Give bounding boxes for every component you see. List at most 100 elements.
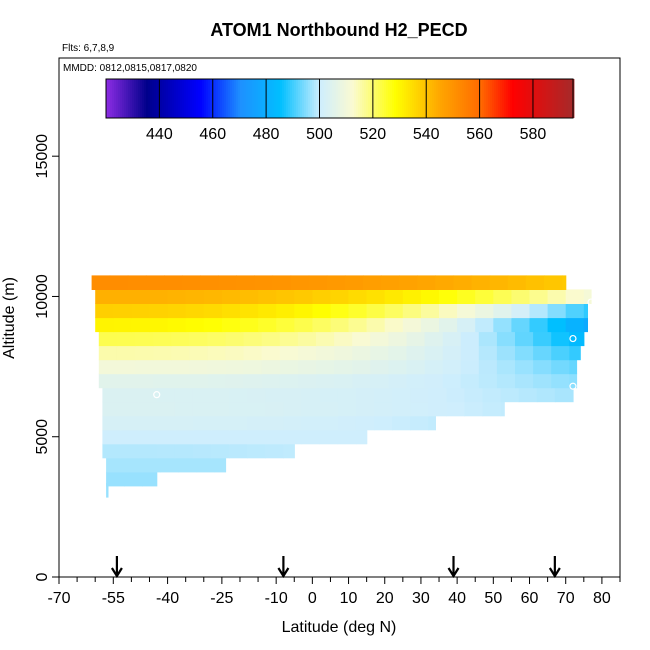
heatmap-cell xyxy=(182,275,201,290)
colorbar-segment xyxy=(130,79,133,118)
colorbar-segment xyxy=(216,79,219,118)
heatmap-cell xyxy=(189,359,208,375)
heatmap-cell xyxy=(551,359,570,375)
heatmap-cell xyxy=(453,275,473,290)
heatmap-cell xyxy=(373,415,393,431)
colorbar-segment xyxy=(218,79,221,118)
y-tick-label: 10000 xyxy=(34,274,51,319)
colorbar-segment xyxy=(264,79,267,118)
heatmap-cell xyxy=(312,317,332,333)
heatmap-cell xyxy=(406,373,426,389)
heatmap-cell xyxy=(178,457,198,473)
colorbar-segment xyxy=(120,79,123,118)
heatmap-cell xyxy=(384,303,404,319)
colorbar-segment xyxy=(134,79,137,118)
colorbar-segment xyxy=(348,79,351,118)
heatmap-cell xyxy=(283,443,295,459)
colorbar-segment xyxy=(550,79,553,118)
heatmap-cell xyxy=(457,317,476,333)
heatmap-cell xyxy=(554,387,574,403)
heatmap-cell xyxy=(106,457,125,473)
colorbar-segment xyxy=(420,79,423,118)
colorbar-segment xyxy=(386,79,389,118)
colorbar-segment xyxy=(342,79,345,118)
heatmap-cell xyxy=(124,457,143,473)
heatmap-cell xyxy=(116,345,136,361)
colorbar-segment xyxy=(194,79,197,118)
x-tick-label: 40 xyxy=(448,590,466,607)
colorbar-segment xyxy=(340,79,343,118)
heatmap-cell xyxy=(370,331,389,347)
colorbar-segment xyxy=(516,79,519,118)
colorbar-segment xyxy=(362,79,365,118)
colorbar-segment xyxy=(560,79,563,118)
heatmap-cell xyxy=(106,483,109,498)
heatmap-cell xyxy=(131,317,151,333)
colorbar-segment xyxy=(344,79,347,118)
heatmap-cell xyxy=(109,275,129,290)
colorbar-segment xyxy=(506,79,509,118)
heatmap-cell xyxy=(185,303,205,319)
heatmap-cell xyxy=(247,415,266,431)
heatmap-cell xyxy=(511,289,531,304)
colorbar-segment xyxy=(290,79,293,118)
colorbar-segment xyxy=(280,79,283,118)
colorbar-segment xyxy=(384,79,387,118)
heatmap-cell xyxy=(551,331,570,347)
heatmap-cell xyxy=(225,331,245,347)
heatmap-cell xyxy=(478,331,498,347)
x-tick-label: 30 xyxy=(412,590,430,607)
x-tick-label: 0 xyxy=(308,590,317,607)
profile-arrow-marker xyxy=(548,556,561,579)
heatmap-cell xyxy=(225,359,245,375)
colorbar-segment xyxy=(544,79,547,118)
profile-arrow-marker xyxy=(277,556,290,579)
colorbar-segment xyxy=(470,79,473,118)
colorbar-segment xyxy=(454,79,457,118)
heatmap-cell xyxy=(316,345,335,361)
heatmap-cell xyxy=(562,275,567,290)
colorbar-segment xyxy=(128,79,131,118)
y-tick-label: 0 xyxy=(34,572,51,581)
colorbar-segment xyxy=(246,79,249,118)
colorbar-segment xyxy=(518,79,521,118)
colorbar-segment xyxy=(562,79,565,118)
heatmap-cell xyxy=(171,345,190,361)
colorbar-tick-label: 500 xyxy=(306,126,333,143)
heatmap-cell xyxy=(381,275,400,290)
heatmap-cell xyxy=(312,303,332,319)
heatmap-cell xyxy=(116,373,136,389)
heatmap-cell xyxy=(113,289,132,304)
heatmap-cell xyxy=(192,429,212,445)
heatmap-cell xyxy=(149,303,169,319)
heatmap-cell xyxy=(420,289,440,304)
heatmap-cell xyxy=(475,303,494,319)
heatmap-cell xyxy=(493,303,512,319)
heatmap-cell xyxy=(135,359,154,375)
heatmap-cell xyxy=(243,331,263,347)
colorbar-segment xyxy=(448,79,451,118)
heatmap-cell xyxy=(138,429,158,445)
heatmap-cell xyxy=(185,289,205,304)
colorbar-segment xyxy=(552,79,555,118)
heatmap-cell xyxy=(439,289,458,304)
colorbar-segment xyxy=(410,79,413,118)
heatmap-cell xyxy=(319,387,339,403)
heatmap-cell xyxy=(316,373,335,389)
heatmap-cell xyxy=(174,387,194,403)
colorbar-segment xyxy=(468,79,471,118)
colorbar-segment xyxy=(222,79,225,118)
colorbar-segment xyxy=(426,79,429,118)
heatmap-cell xyxy=(384,317,404,333)
heatmap-cell xyxy=(428,415,436,431)
heatmap-cell xyxy=(120,387,140,403)
heatmap-cell xyxy=(442,331,462,347)
heatmap-cell xyxy=(207,331,227,347)
colorbar-segment xyxy=(116,79,119,118)
heatmap-cell xyxy=(138,415,158,431)
heatmap-cell xyxy=(229,387,248,403)
heatmap-cell xyxy=(316,331,335,347)
heatmap-cell xyxy=(583,289,592,304)
colorbar-segment xyxy=(534,79,537,118)
heatmap-cell xyxy=(428,401,447,417)
